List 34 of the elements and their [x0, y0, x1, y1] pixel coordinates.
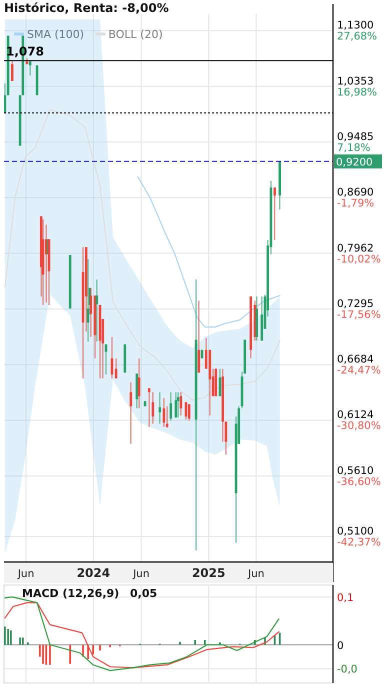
y-tick-label: 0,5610 — [337, 464, 374, 477]
y-tick-label: 0,7295 — [337, 298, 374, 310]
x-tick-label: Jun — [16, 568, 34, 580]
y-tick-label: 0,5100 — [337, 526, 374, 538]
text: -24,47% — [337, 364, 381, 377]
x-tick-label: Jun — [132, 568, 150, 580]
text: 27,68% — [337, 30, 378, 43]
text: -1,79% — [337, 198, 374, 210]
text: 16,98% — [337, 86, 378, 98]
y-tick-label: 0,1 — [337, 592, 354, 604]
text: -17,56% — [337, 308, 381, 321]
annotation: 0,05 — [130, 587, 158, 600]
y-tick-label: 0,9485 — [337, 131, 374, 144]
y-tick-label: 0,6684 — [337, 354, 374, 366]
legend-label: SMA (100) — [27, 28, 84, 41]
y-tick-label: 1,0353 — [337, 75, 374, 88]
y-tick-label: 0,8690 — [337, 186, 374, 199]
y-tick-label: 0,6124 — [337, 409, 374, 422]
y-tick-label: -0,0 — [337, 664, 358, 676]
y-tick-label: 0 — [337, 640, 344, 652]
legend-label: BOLL (20) — [108, 28, 163, 41]
text: -42,37% — [337, 536, 381, 549]
text: -10,02% — [337, 253, 381, 266]
text: -30,80% — [337, 420, 381, 432]
chart-title: MACD (12,26,9) — [22, 587, 120, 600]
x-tick-label: 2024 — [76, 566, 110, 580]
text: 7,18% — [337, 142, 370, 154]
x-tick-label: Jun — [246, 568, 264, 580]
y-tick-label: 0,7962 — [337, 242, 374, 254]
ref-line-label: 0,9200 — [336, 156, 373, 168]
chart-title: Histórico, Renta: -8,00% — [4, 1, 169, 15]
text: -36,60% — [337, 476, 381, 488]
x-tick-label: 2025 — [192, 566, 226, 580]
y-tick-label: 1,1300 — [337, 20, 374, 32]
